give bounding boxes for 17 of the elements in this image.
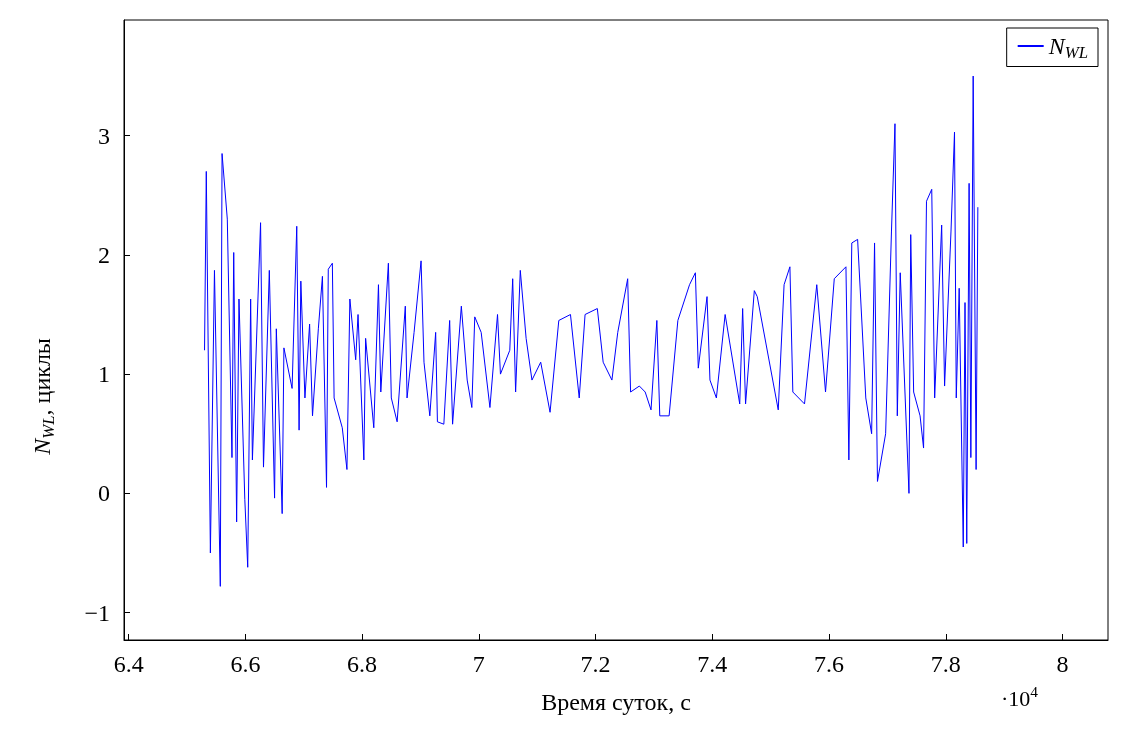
y-tick-label: 0 [98, 480, 110, 507]
line-series [204, 75, 979, 587]
y-tick-label: −1 [84, 599, 110, 626]
y-axis-title: NWL, циклы [29, 338, 58, 456]
x-tick-label: 7.6 [814, 651, 845, 677]
x-tick-label: 6.6 [230, 651, 261, 677]
y-tick-label: 3 [98, 122, 110, 149]
x-tick-label: 6.4 [113, 651, 144, 677]
x-tick-label: 6.8 [347, 651, 378, 677]
x-tick-label: 7.4 [697, 651, 728, 677]
y-tick-label: 1 [98, 361, 110, 388]
x-tick-label: 7.2 [580, 651, 611, 677]
x-axis-title: Время суток, с [541, 689, 691, 715]
x-tick-label: 8 [1056, 651, 1069, 677]
x-tick-label: 7.8 [930, 651, 961, 677]
x-tick-label: 7 [472, 651, 485, 677]
y-tick-label: 2 [98, 241, 110, 268]
